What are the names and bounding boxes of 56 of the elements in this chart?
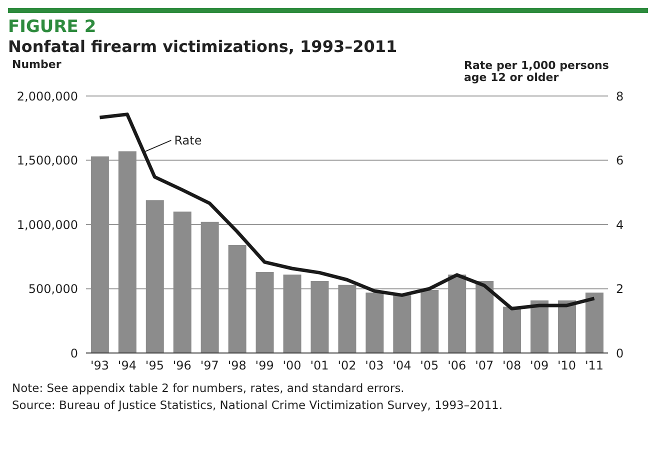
- x-tick-label: '98: [228, 358, 246, 373]
- bar: [366, 292, 384, 353]
- bar: [420, 290, 439, 353]
- y2-tick-label: 2: [616, 282, 624, 296]
- bar: [503, 306, 522, 353]
- x-tick-label: '10: [558, 358, 576, 373]
- source-note: Source: Bureau of Justice Statistics, National Crime Victimization Survey, 1993–2011.: [12, 398, 504, 412]
- chart-subtitle: Nonfatal firearm victimizations, 1993–2011: [8, 37, 398, 56]
- text: Note: See appendix table 2 for numbers, rates, and standard errors.: [12, 381, 406, 395]
- y-tick-label: 1,500,000: [16, 154, 78, 168]
- x-tick-label: '06: [448, 358, 466, 373]
- x-tick-label: '11: [584, 358, 604, 373]
- y2-tick-label: 6: [616, 154, 624, 168]
- bar: [146, 200, 164, 353]
- y-axis-title: Number: [12, 58, 62, 71]
- x-tick-label: '95: [145, 358, 164, 373]
- y-tick-label: 500,000: [28, 282, 78, 296]
- bar: [283, 274, 302, 353]
- x-tick-label: '94: [118, 358, 136, 373]
- x-tick-label: '07: [475, 358, 494, 373]
- x-tick-label: '01: [310, 358, 329, 373]
- x-tick-label: '03: [365, 358, 384, 373]
- y2-tick-label: 4: [616, 218, 624, 232]
- bar: [228, 245, 246, 353]
- x-tick-label: '02: [338, 358, 356, 373]
- bar: [173, 212, 192, 353]
- x-tick-label: '05: [420, 358, 439, 373]
- y2-tick-label: 8: [616, 89, 624, 104]
- bar: [310, 281, 329, 353]
- y2-axis-title: Rate per 1,000 persons age 12 or older: [464, 59, 610, 84]
- y-tick-label: 1,000,000: [16, 218, 78, 232]
- bar: [585, 292, 604, 353]
- bar: [256, 272, 274, 353]
- y-tick-label: 2,000,000: [16, 89, 78, 104]
- bar: [118, 151, 136, 353]
- x-tick-label: '97: [200, 358, 219, 373]
- bar: [200, 222, 219, 353]
- x-tick-label: '99: [255, 358, 274, 373]
- chart-title: FIGURE 2: [8, 17, 98, 37]
- legend-label: Rate: [174, 133, 202, 148]
- x-tick-label: '08: [502, 358, 522, 373]
- y-tick-label: 0: [70, 346, 78, 360]
- line-series: [98, 112, 596, 310]
- x-tick-label: '93: [90, 358, 110, 373]
- bar: [448, 274, 466, 353]
- y2-tick-label: 0: [616, 346, 624, 360]
- x-tick-label: '96: [172, 358, 192, 373]
- x-tick-label: '04: [392, 358, 412, 373]
- bar: [393, 295, 412, 353]
- bar: [558, 300, 576, 353]
- bar: [476, 281, 494, 353]
- x-tick-label: '00: [282, 358, 302, 373]
- bar: [530, 300, 549, 353]
- bar: [90, 156, 109, 353]
- x-tick-label: '09: [530, 358, 549, 373]
- bar: [338, 284, 356, 353]
